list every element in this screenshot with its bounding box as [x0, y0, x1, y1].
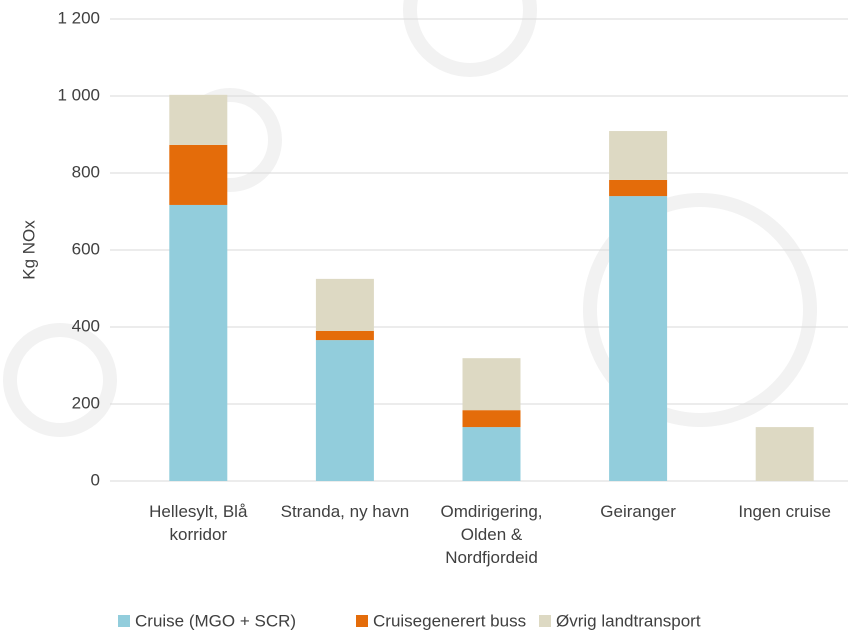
legend-label: Cruise (MGO + SCR) [135, 611, 296, 630]
bar-segment [462, 427, 521, 481]
bar-segment [315, 278, 374, 331]
x-tick-label: Omdirigering, Olden & Nordfjordeid [440, 502, 543, 567]
legend-swatch [539, 615, 551, 627]
background-decoration [3, 0, 817, 437]
legend-label: Cruisegenerert buss [373, 611, 526, 630]
bar-segment [462, 358, 521, 411]
bar-segment [609, 196, 668, 481]
bar-segment [169, 204, 228, 481]
y-tick-label: 1 200 [57, 8, 100, 27]
y-axis-label: Kg NOx [19, 220, 38, 280]
y-tick-label: 400 [72, 316, 100, 335]
legend-swatch [118, 615, 130, 627]
decor-circle [3, 323, 117, 437]
y-tick-label: 0 [91, 470, 100, 489]
bar-segment [315, 330, 374, 341]
bar-segment [755, 427, 814, 481]
y-tick-label: 800 [72, 162, 100, 181]
legend-swatch [356, 615, 368, 627]
x-tick-label: Stranda, ny havn [280, 502, 410, 521]
bar-segment [609, 179, 668, 197]
bar-segment [609, 131, 668, 180]
bar-segment [169, 144, 228, 205]
bar-segment [462, 410, 521, 428]
x-tick-label: Hellesylt, Blå korridor [149, 502, 248, 544]
bar-segment [169, 94, 228, 145]
bar-segment [315, 340, 374, 481]
y-tick-label: 600 [72, 239, 100, 258]
y-tick-label: 1 000 [57, 85, 100, 104]
x-tick-label: Geiranger [600, 502, 676, 521]
decor-circle [403, 0, 537, 77]
x-tick-label: Ingen cruise [738, 502, 831, 521]
decor-circle [583, 193, 817, 427]
legend-label: Øvrig landtransport [556, 611, 701, 630]
y-tick-label: 200 [72, 393, 100, 412]
